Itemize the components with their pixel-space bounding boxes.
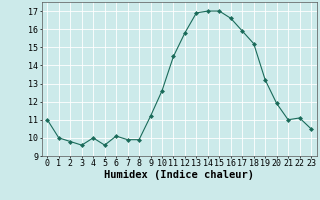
X-axis label: Humidex (Indice chaleur): Humidex (Indice chaleur): [104, 170, 254, 180]
